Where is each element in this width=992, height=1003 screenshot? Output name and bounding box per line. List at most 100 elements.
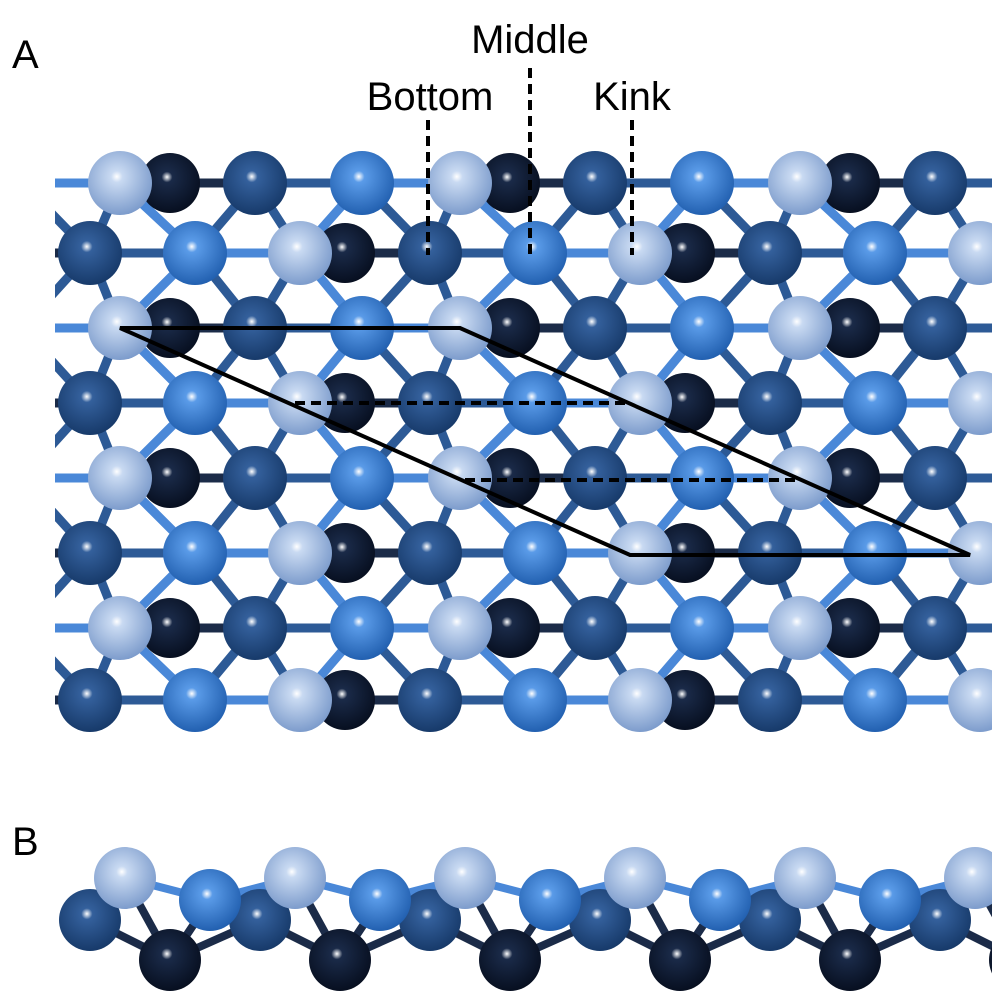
atom-black <box>0 670 35 730</box>
panel-label: B <box>12 820 39 864</box>
atom-light <box>948 221 992 285</box>
atom-dark <box>59 889 121 951</box>
atom-dark <box>399 889 461 951</box>
atom-black <box>479 929 541 991</box>
atom-dark <box>903 596 967 660</box>
atom-dark <box>398 521 462 585</box>
atom-light <box>774 847 836 909</box>
atom-black <box>820 298 880 358</box>
atom-black <box>0 523 35 583</box>
atom-black <box>480 598 540 658</box>
atom-black <box>315 523 375 583</box>
atom-dark <box>563 151 627 215</box>
atom-black <box>820 153 880 213</box>
atom-mid <box>330 151 394 215</box>
atom-black <box>820 598 880 658</box>
atom-black <box>819 929 881 991</box>
atom-dark <box>569 889 631 951</box>
atom-dark <box>903 446 967 510</box>
atom-mid <box>670 151 734 215</box>
unit-cell <box>119 326 971 557</box>
site-markers <box>426 68 634 255</box>
atom-light <box>944 847 992 909</box>
atom-black <box>315 223 375 283</box>
atom-light <box>268 521 332 585</box>
atom-mid <box>519 869 581 931</box>
bond <box>0 478 22 553</box>
atom-black <box>315 670 375 730</box>
bond <box>0 628 22 700</box>
atom-black <box>480 153 540 213</box>
atom-dark <box>563 296 627 360</box>
atom-black <box>139 929 201 991</box>
cell-outline <box>119 326 971 557</box>
atom-dark <box>738 668 802 732</box>
atom-black <box>655 373 715 433</box>
site-label: Middle <box>471 18 589 62</box>
atom-black <box>655 223 715 283</box>
bond <box>0 403 22 478</box>
atom-light <box>608 668 672 732</box>
atom-mid <box>0 446 54 510</box>
top-view <box>0 151 992 732</box>
atom-dark <box>229 889 291 951</box>
atom-dark <box>738 221 802 285</box>
atom-dark <box>909 889 971 951</box>
atom-dark <box>563 596 627 660</box>
site-label: Kink <box>593 75 672 119</box>
atom-dark <box>398 668 462 732</box>
atom-light <box>768 296 832 360</box>
atom-mid <box>670 446 734 510</box>
atom-dark <box>903 296 967 360</box>
atom-dark <box>738 371 802 435</box>
atom-mid <box>670 596 734 660</box>
atom-light <box>88 151 152 215</box>
atom-mid <box>843 221 907 285</box>
atom-mid <box>843 668 907 732</box>
atom-mid <box>179 869 241 931</box>
atom-light <box>94 847 156 909</box>
atom-mid <box>163 371 227 435</box>
atom-mid <box>503 221 567 285</box>
atom-light <box>604 847 666 909</box>
atom-mid <box>689 869 751 931</box>
atom-light <box>88 446 152 510</box>
atom-light <box>434 847 496 909</box>
atom-light <box>268 668 332 732</box>
atom-light <box>428 596 492 660</box>
atom-light <box>268 221 332 285</box>
atom-dark <box>903 151 967 215</box>
atom-mid <box>843 371 907 435</box>
atom-black <box>655 670 715 730</box>
side-view <box>59 847 992 991</box>
atom-black <box>140 598 200 658</box>
atom-light <box>948 371 992 435</box>
bond <box>0 253 22 328</box>
atom-light <box>948 668 992 732</box>
atom-mid <box>503 521 567 585</box>
atom-light <box>88 596 152 660</box>
atom-black <box>0 373 35 433</box>
bond <box>0 553 22 628</box>
atom-dark <box>223 151 287 215</box>
atom-mid <box>0 151 54 215</box>
atom-mid <box>859 869 921 931</box>
atom-dark <box>58 668 122 732</box>
atom-mid <box>330 446 394 510</box>
bond <box>0 183 22 253</box>
atom-mid <box>0 296 54 360</box>
bond <box>0 328 22 403</box>
site-label: Bottom <box>367 75 494 119</box>
atom-mid <box>163 221 227 285</box>
atom-mid <box>330 596 394 660</box>
atom-dark <box>223 596 287 660</box>
atom-light <box>768 596 832 660</box>
atom-mid <box>163 668 227 732</box>
atom-dark <box>58 371 122 435</box>
atom-light <box>768 151 832 215</box>
atom-dark <box>223 446 287 510</box>
atom-mid <box>670 296 734 360</box>
atom-dark <box>58 521 122 585</box>
